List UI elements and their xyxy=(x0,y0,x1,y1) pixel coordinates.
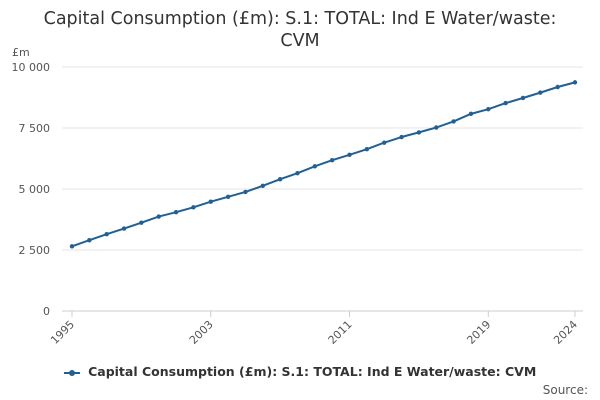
data-point[interactable] xyxy=(191,205,196,210)
x-tick-label: 1995 xyxy=(48,318,77,347)
data-point[interactable] xyxy=(295,170,300,176)
data-point[interactable] xyxy=(520,95,526,101)
axes: 0 2 500 5 000 7 500 10 000 1995 2003 2011 2019 20… xyxy=(12,61,583,347)
data-point[interactable] xyxy=(416,130,422,135)
data-point[interactable] xyxy=(225,194,231,200)
data-point[interactable] xyxy=(87,238,92,243)
legend-swatch-icon xyxy=(63,368,80,378)
data-point[interactable] xyxy=(121,226,127,231)
x-tick-label: 2024 xyxy=(551,318,580,347)
data-point[interactable] xyxy=(399,134,404,140)
series-line xyxy=(71,81,576,248)
legend-label: Capital Consumption (£m): S.1: TOTAL: In… xyxy=(88,364,537,379)
data-point[interactable] xyxy=(277,177,283,182)
y-tick-label: 0 xyxy=(43,305,50,318)
chart-title: Capital Consumption (£m): S.1: TOTAL: In… xyxy=(0,8,600,52)
data-point[interactable] xyxy=(434,125,439,130)
y-tick-label: 7 500 xyxy=(19,122,51,135)
source-label: Source: xyxy=(542,383,588,397)
x-tick-label: 2011 xyxy=(326,318,355,347)
data-point[interactable] xyxy=(503,100,508,106)
data-point[interactable] xyxy=(486,107,491,112)
data-point[interactable] xyxy=(347,152,352,158)
y-axis-label: £m xyxy=(12,46,30,59)
y-tick-label: 2 500 xyxy=(19,244,51,257)
data-point[interactable] xyxy=(329,158,335,163)
data-point[interactable] xyxy=(468,111,474,117)
y-tick-label: 10 000 xyxy=(12,61,51,74)
data-point[interactable] xyxy=(260,183,265,189)
data-point[interactable] xyxy=(243,189,248,195)
y-tick-label: 5 000 xyxy=(19,183,51,196)
data-point[interactable] xyxy=(382,140,387,145)
x-tick-label: 2003 xyxy=(187,318,216,347)
data-point[interactable] xyxy=(139,220,144,225)
data-point[interactable] xyxy=(104,231,109,237)
legend[interactable]: Capital Consumption (£m): S.1: TOTAL: In… xyxy=(0,364,600,379)
data-point[interactable] xyxy=(173,209,179,215)
data-point[interactable] xyxy=(572,80,578,85)
chart-title-line-2: CVM xyxy=(280,31,320,51)
data-point[interactable] xyxy=(156,214,161,219)
data-point[interactable] xyxy=(312,164,318,169)
data-point[interactable] xyxy=(208,199,213,204)
data-point[interactable] xyxy=(69,244,75,249)
data-point[interactable] xyxy=(538,90,543,95)
data-point[interactable] xyxy=(364,147,370,152)
chart-title-line-1: Capital Consumption (£m): S.1: TOTAL: In… xyxy=(43,9,557,29)
x-tick-label: 2019 xyxy=(464,318,493,347)
data-point[interactable] xyxy=(555,84,560,90)
series xyxy=(69,80,578,249)
data-point[interactable] xyxy=(451,119,456,124)
